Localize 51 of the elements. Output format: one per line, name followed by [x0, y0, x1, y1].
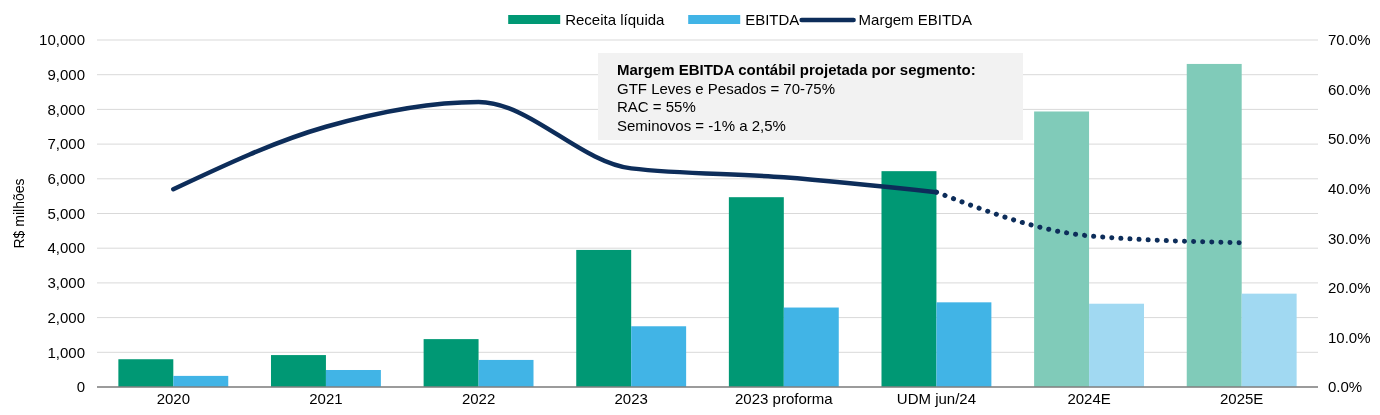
- y-tick-label: 5,000: [47, 204, 85, 222]
- bar: [936, 302, 992, 387]
- bar: [1241, 293, 1297, 387]
- y2-tick-label: 10.0%: [1328, 328, 1371, 346]
- bar: [783, 307, 839, 387]
- x-tick-label: UDM jun/24: [896, 390, 977, 407]
- bar: [118, 359, 174, 387]
- annotation: RAC = 55%: [617, 98, 696, 116]
- y-tick-label: 0: [76, 378, 85, 396]
- y2-tick-label: 40.0%: [1328, 179, 1371, 197]
- y-tick-label: 6,000: [47, 170, 85, 188]
- bar: [631, 326, 687, 387]
- bar: [881, 171, 937, 387]
- legend-label: Margem EBITDA: [858, 11, 972, 29]
- y-tick-label: 2,000: [47, 308, 85, 326]
- bar: [1186, 63, 1242, 387]
- y-tick-label: 9,000: [47, 65, 85, 83]
- y2-tick-label: 70.0%: [1328, 31, 1371, 49]
- y-tick-label: 10,000: [39, 31, 85, 49]
- bar: [325, 370, 381, 387]
- bar: [728, 197, 784, 387]
- x-tick-label: 2023 proforma: [735, 390, 834, 407]
- bar: [1034, 111, 1090, 387]
- x-tick-label: 2020: [156, 390, 190, 407]
- annotation: GTF Leves e Pesados = 70-75%: [617, 79, 836, 97]
- bar: [576, 249, 632, 387]
- y-axis-title: R$ milhões: [11, 178, 27, 249]
- y-tick-label: 7,000: [47, 135, 85, 153]
- legend-label: Receita líquida: [565, 11, 666, 29]
- y-tick-label: 8,000: [47, 100, 85, 118]
- y2-tick-label: 20.0%: [1328, 279, 1371, 297]
- bar: [270, 355, 326, 387]
- x-tick-label: 2022: [461, 390, 496, 407]
- y2-tick-label: 60.0%: [1328, 80, 1371, 98]
- bar: [478, 359, 534, 387]
- x-tick-label: 2023: [614, 390, 648, 407]
- y-tick-label: 4,000: [47, 239, 85, 257]
- bar: [173, 375, 229, 387]
- y-tick-label: 1,000: [47, 343, 85, 361]
- bar: [1089, 303, 1144, 387]
- x-tick-label: 2025E: [1220, 390, 1264, 407]
- y2-tick-label: 30.0%: [1328, 229, 1371, 247]
- y-tick-label: 3,000: [47, 274, 85, 292]
- annotation: Margem EBITDA contábil projetada por segmento:: [617, 61, 976, 79]
- y2-tick-label: 0.0%: [1328, 378, 1363, 396]
- bar: [423, 339, 479, 387]
- y2-tick-label: 50.0%: [1328, 130, 1371, 148]
- x-tick-label: 2024E: [1067, 390, 1111, 407]
- legend-label: EBITDA: [745, 11, 800, 29]
- annotation: Seminovos = -1% a 2,5%: [617, 116, 786, 134]
- x-tick-label: 2021: [309, 390, 343, 407]
